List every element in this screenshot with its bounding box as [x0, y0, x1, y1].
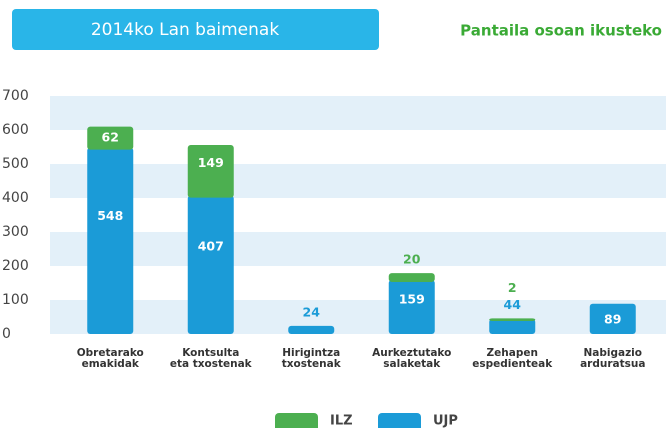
y-tick-label: 200 [2, 258, 29, 274]
grid-band [50, 164, 666, 198]
bar-segment [87, 126, 134, 150]
value-label: 44 [504, 297, 522, 312]
value-label: 24 [303, 304, 321, 319]
x-tick-label: Obretarako [77, 347, 144, 359]
x-tick-label: arduratsua [580, 358, 645, 370]
y-tick-label: 500 [2, 156, 29, 172]
legend-label: UJP [433, 414, 458, 428]
bar-segment [589, 303, 636, 334]
value-label: 149 [198, 155, 224, 170]
x-tick-label: eta txostenak [170, 358, 253, 370]
legend-label: ILZ [330, 414, 353, 428]
x-tick-label: Nabigazio [583, 347, 642, 359]
grid-band [50, 96, 666, 130]
legend-swatch [378, 413, 421, 428]
y-tick-label: 300 [2, 224, 29, 240]
x-tick-label: txostenak [282, 358, 342, 370]
value-label: 548 [97, 208, 123, 223]
value-label: 89 [604, 311, 621, 326]
value-label: 62 [102, 130, 119, 145]
x-tick-label: emakidak [82, 358, 140, 370]
x-tick-label: Kontsulta [182, 347, 239, 359]
title-box [12, 9, 379, 50]
bar-segment [388, 279, 435, 334]
y-tick-label: 100 [2, 292, 29, 308]
y-tick-label: 400 [2, 190, 29, 206]
bar-segment [187, 195, 234, 334]
bar-segment [288, 325, 335, 334]
bar-segment [489, 319, 536, 334]
grid-band [50, 300, 666, 334]
fullscreen-link[interactable]: Pantaila osoan ikusteko [460, 22, 662, 40]
value-label: 407 [198, 238, 224, 253]
y-tick-label: 0 [2, 326, 11, 342]
x-tick-label: Hirigintza [282, 347, 340, 359]
value-label: 20 [403, 252, 421, 267]
x-tick-label: Zehapen [487, 347, 538, 359]
legend-swatch [275, 413, 318, 428]
value-label: 2 [508, 280, 517, 295]
y-tick-label: 600 [2, 122, 29, 138]
x-tick-label: salaketak [383, 358, 441, 370]
bar-segment [388, 273, 435, 282]
value-label: 159 [399, 291, 425, 306]
chart-title: 2014ko Lan baimenak [91, 20, 280, 40]
x-tick-label: espedienteak [472, 358, 553, 370]
bar-segment [87, 147, 134, 334]
y-tick-label: 700 [2, 88, 29, 104]
x-tick-label: Aurkeztutako [372, 347, 451, 359]
bar-segment [489, 318, 536, 322]
bar-segment [187, 144, 234, 198]
grid-band [50, 232, 666, 266]
